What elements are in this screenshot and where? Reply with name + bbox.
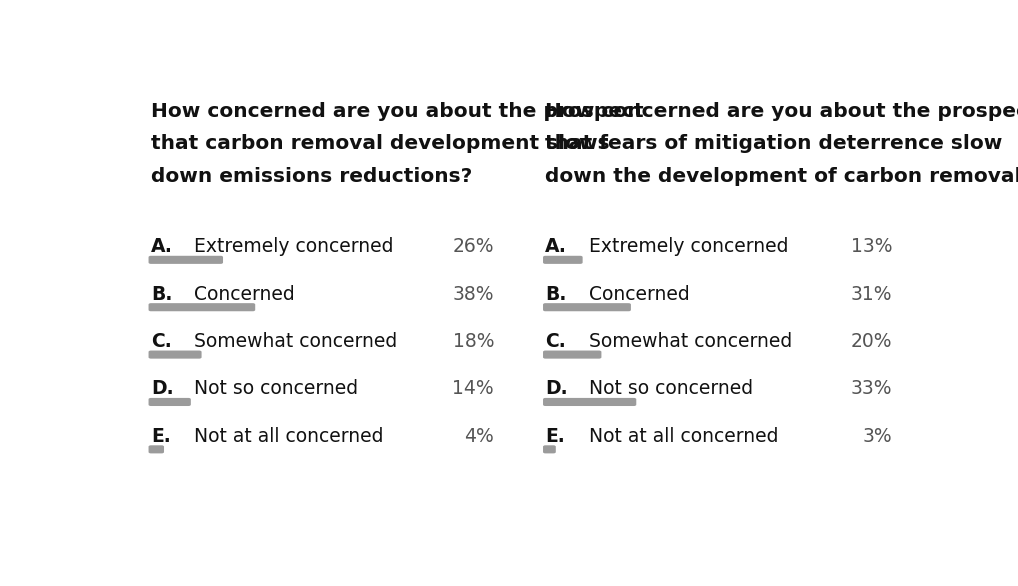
Text: Somewhat concerned: Somewhat concerned: [588, 332, 792, 351]
Text: 31%: 31%: [851, 285, 893, 304]
Text: 20%: 20%: [851, 332, 893, 351]
Text: that fears of mitigation deterrence slow: that fears of mitigation deterrence slow: [546, 134, 1003, 154]
Text: down the development of carbon removal?: down the development of carbon removal?: [546, 167, 1018, 186]
Text: Not at all concerned: Not at all concerned: [194, 427, 384, 446]
FancyBboxPatch shape: [543, 445, 556, 454]
Text: Concerned: Concerned: [588, 285, 689, 304]
Text: B.: B.: [151, 285, 172, 304]
Text: A.: A.: [546, 237, 567, 256]
Text: 14%: 14%: [452, 379, 494, 398]
Text: that carbon removal development slows: that carbon removal development slows: [151, 134, 610, 154]
Text: How concerned are you about the prospect: How concerned are you about the prospect: [151, 102, 643, 121]
Text: A.: A.: [151, 237, 173, 256]
Text: D.: D.: [546, 379, 568, 398]
Text: 4%: 4%: [464, 427, 494, 446]
FancyBboxPatch shape: [149, 255, 223, 264]
FancyBboxPatch shape: [149, 350, 202, 359]
Text: 18%: 18%: [453, 332, 494, 351]
Text: Somewhat concerned: Somewhat concerned: [194, 332, 398, 351]
FancyBboxPatch shape: [149, 445, 164, 454]
Text: E.: E.: [546, 427, 565, 446]
FancyBboxPatch shape: [149, 398, 190, 406]
Text: 13%: 13%: [851, 237, 893, 256]
Text: Not at all concerned: Not at all concerned: [588, 427, 779, 446]
FancyBboxPatch shape: [149, 303, 256, 311]
Text: Not so concerned: Not so concerned: [588, 379, 753, 398]
Text: Not so concerned: Not so concerned: [194, 379, 358, 398]
Text: C.: C.: [151, 332, 172, 351]
Text: 3%: 3%: [863, 427, 893, 446]
Text: E.: E.: [151, 427, 171, 446]
Text: Concerned: Concerned: [194, 285, 295, 304]
Text: D.: D.: [151, 379, 173, 398]
FancyBboxPatch shape: [543, 350, 602, 359]
Text: C.: C.: [546, 332, 566, 351]
Text: 26%: 26%: [453, 237, 494, 256]
FancyBboxPatch shape: [543, 398, 636, 406]
Text: 33%: 33%: [851, 379, 893, 398]
FancyBboxPatch shape: [543, 255, 582, 264]
Text: Extremely concerned: Extremely concerned: [194, 237, 394, 256]
Text: B.: B.: [546, 285, 567, 304]
Text: How concerned are you about the prospect: How concerned are you about the prospect: [546, 102, 1018, 121]
Text: Extremely concerned: Extremely concerned: [588, 237, 788, 256]
Text: 38%: 38%: [453, 285, 494, 304]
FancyBboxPatch shape: [543, 303, 631, 311]
Text: down emissions reductions?: down emissions reductions?: [151, 167, 472, 186]
